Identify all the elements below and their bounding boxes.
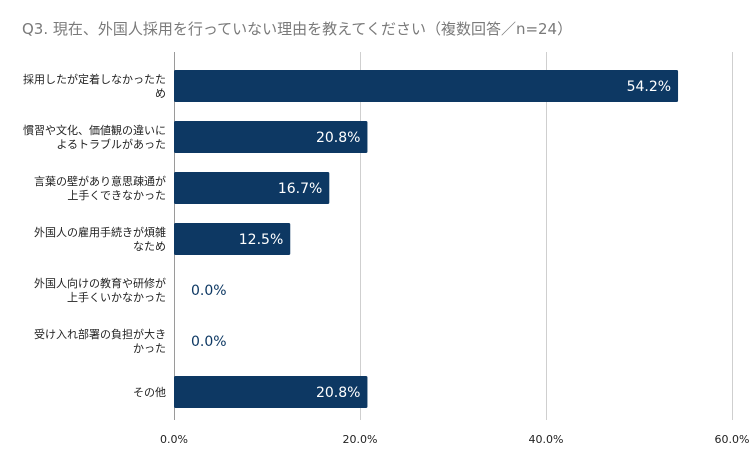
x-tick-label: 0.0% (160, 433, 188, 446)
category-label: その他 (133, 386, 166, 399)
category-label: 上手くいかなかった (67, 290, 166, 304)
category-label: 上手くできなかった (67, 188, 166, 202)
data-label: 20.8% (316, 385, 360, 401)
chart-title: Q3. 現在、外国人採用を行っていない理由を教えてください（複数回答／n=24） (22, 20, 573, 38)
data-label: 0.0% (191, 283, 227, 299)
bar (174, 70, 679, 102)
bar (174, 172, 330, 204)
category-label: 外国人向けの教育や研修が (34, 276, 166, 290)
bar (174, 376, 368, 408)
bar (174, 223, 291, 255)
category-label: 外国人の雇用手続きが煩雑 (34, 225, 166, 239)
bar (174, 121, 368, 153)
category-label: かった (133, 342, 166, 355)
data-label: 20.8% (316, 130, 360, 146)
category-label: 受け入れ部署の負担が大き (34, 327, 166, 341)
x-tick-label: 20.0% (343, 433, 378, 446)
category-label: なため (133, 240, 166, 253)
category-label: 言葉の壁があり意思疎通が (34, 174, 166, 188)
data-label: 54.2% (627, 79, 671, 95)
data-label: 16.7% (278, 181, 322, 197)
data-label: 0.0% (191, 334, 227, 350)
x-tick-label: 60.0% (715, 433, 750, 446)
data-label: 12.5% (239, 232, 283, 248)
category-label: め (155, 87, 166, 100)
category-label: よるトラブルがあった (56, 137, 166, 151)
category-label: 慣習や文化、価値観の違いに (23, 123, 166, 137)
category-label: 採用したが定着しなかったた (23, 72, 166, 86)
x-tick-label: 40.0% (529, 433, 564, 446)
